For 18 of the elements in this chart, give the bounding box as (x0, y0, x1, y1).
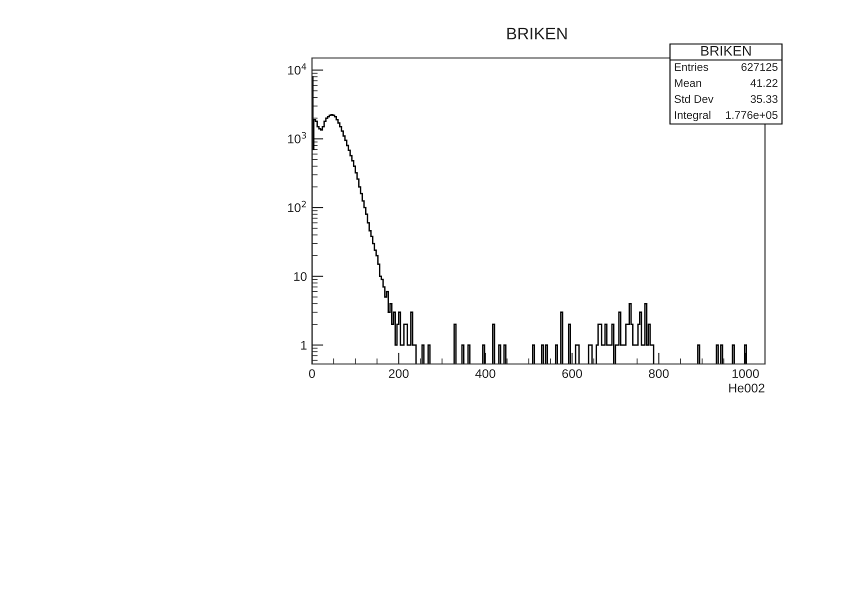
y-tick-label: 10$^{2}$ (288, 200, 306, 212)
text: Mean 41.22 (674, 79, 778, 87)
chart-title: BRIKEN (507, 28, 567, 40)
x-tick-label: 400 (475, 369, 496, 378)
x-tick-label: 800 (648, 369, 669, 378)
y-tick-label: 10$^{3}$ (288, 132, 306, 144)
x-tick-label: 0 (309, 369, 315, 378)
text: Integral 1.776e+05 (675, 110, 778, 122)
x-tick-label: 1000 (732, 369, 759, 378)
y-tick-label: 10 (294, 272, 307, 281)
text: BRIKEN (701, 46, 751, 56)
y-tick-label: 1 (301, 340, 307, 350)
x-tick-label: 200 (388, 369, 409, 378)
x-axis-title: He002 (729, 384, 764, 392)
x-tick-label: 600 (562, 369, 582, 378)
text: Entries 627125 (674, 62, 778, 71)
text: Std Dev 35.33 (674, 94, 778, 103)
y-tick-label: 10$^{4}$ (288, 63, 306, 75)
